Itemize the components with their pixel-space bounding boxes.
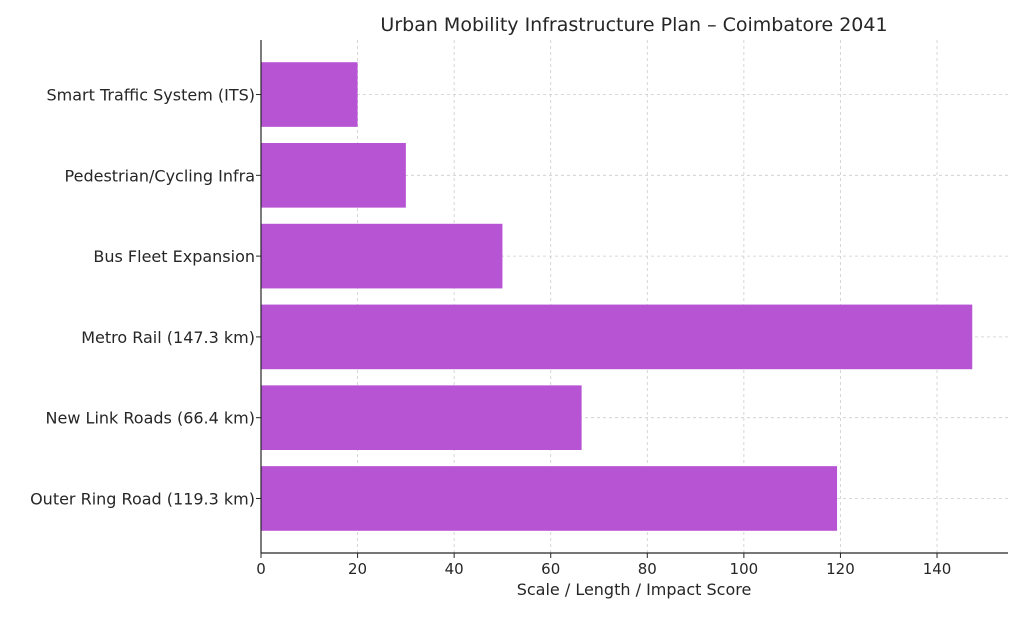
x-tick-label: 100: [730, 560, 759, 578]
bars: [261, 62, 973, 531]
x-tick-label: 140: [923, 560, 952, 578]
y-tick-label: New Link Roads (66.4 km): [46, 409, 255, 428]
bar: [261, 223, 503, 289]
bar: [261, 62, 358, 127]
y-tick-label: Smart Traffic System (ITS): [46, 86, 255, 105]
y-tick-label: Bus Fleet Expansion: [93, 247, 255, 266]
x-axis-label: Scale / Length / Impact Score: [517, 580, 752, 599]
x-ticks: 0 20 40 60 80 100 120 140: [256, 553, 951, 578]
y-tick-label: Metro Rail (147.3 km): [81, 328, 255, 347]
y-tick-label: Pedestrian/Cycling Infra: [65, 166, 255, 185]
chart-title: Urban Mobility Infrastructure Plan – Coi…: [380, 14, 887, 36]
x-tick-label: 20: [348, 560, 367, 578]
x-tick-label: 40: [445, 560, 464, 578]
bar: [261, 304, 973, 370]
bar: [261, 466, 838, 531]
x-tick-label: 80: [638, 560, 657, 578]
x-tick-label: 0: [256, 560, 266, 578]
y-ticks: Outer Ring Road (119.3 km) New Link Roads…: [30, 86, 261, 508]
y-tick-label: Outer Ring Road (119.3 km): [30, 489, 255, 508]
bar: [261, 385, 582, 450]
axes: [260, 40, 1008, 554]
bar: [261, 143, 406, 208]
x-tick-label: 120: [826, 560, 855, 578]
x-tick-label: 60: [541, 560, 560, 578]
